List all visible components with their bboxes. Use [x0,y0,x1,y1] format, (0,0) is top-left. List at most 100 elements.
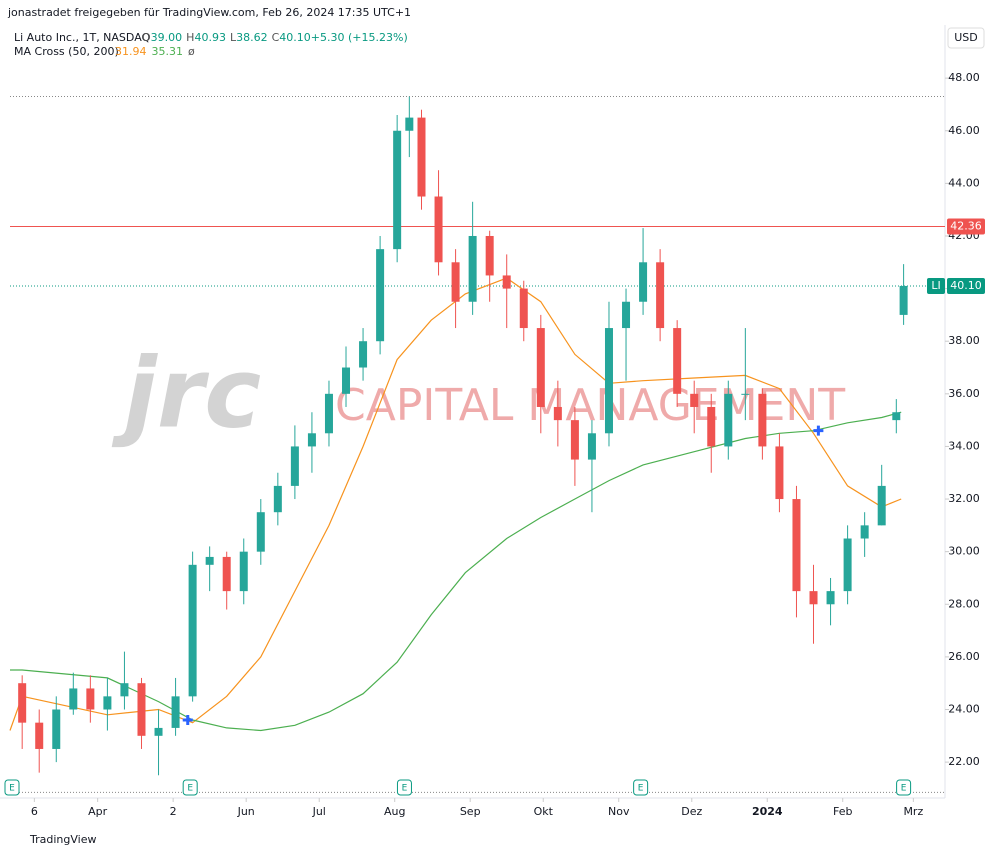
candle-body [604,328,613,434]
y-tick-label: 32.00 [948,492,980,505]
candle-body [18,683,27,723]
candle-body [656,262,665,329]
ohlc-key: C [272,31,280,44]
indicator-value: 35.31 [152,45,184,58]
earnings-label: E [901,784,907,794]
candle-body [843,538,852,592]
earnings-label: E [187,784,193,794]
candle-body [52,709,61,749]
byline: jonastradet freigegeben für TradingView.… [7,6,411,19]
ohlc-key: O [142,31,151,44]
candle-body [120,683,129,697]
candle-body [273,485,282,513]
candle-body [417,117,426,197]
ma-line [9,277,902,731]
ohlc-key: L [230,31,237,44]
candle-body [451,262,460,302]
candle-body [307,433,316,447]
candle-body [290,446,299,486]
x-tick-label: 2024 [752,805,783,818]
indicator: MA Cross (50, 200) [14,45,119,58]
earnings-marker [896,779,912,796]
x-tick-label: Jul [312,805,326,818]
candle-body [376,249,385,342]
ohlc-key: H [186,31,194,44]
ohlc: O39.00 H40.93 L38.62 C40.10+5.30 (+15.23%) [142,31,408,44]
ma-cross [182,715,193,726]
currency[interactable]: USD [954,31,978,44]
watermark-text: CAPITAL MANAGEMENT [335,380,845,431]
y-tick-label: 34.00 [948,439,980,452]
y-tick-label: 48.00 [948,71,980,84]
x-tick-label: Sep [460,805,481,818]
symbol-tag-label: LI [931,279,940,292]
symbol-tag [927,277,945,294]
y-tick-label: 38.00 [948,334,980,347]
candle-body [690,393,699,407]
candle-body [35,722,44,749]
candle-body [222,556,231,592]
candle-body [570,420,579,460]
candle-body [239,551,248,592]
candle-body [256,512,265,552]
indicator-value: ø [188,45,195,58]
x-tick-label: Okt [534,805,554,818]
currency-box[interactable] [947,27,985,49]
x-tick-label: Aug [384,805,405,818]
candle-body [393,130,402,250]
y-tick-label: 24.00 [948,703,980,716]
candle-body [171,696,180,728]
candle-body [724,393,733,447]
earnings-label: E [9,784,15,794]
x-tick-label: Apr [88,805,108,818]
y-tick-label: 44.00 [948,176,980,189]
price-tag [947,277,985,294]
candle-body [758,393,767,447]
candle-body [69,688,78,710]
candle-body [324,393,333,434]
ohlc-value: 38.62 [236,31,268,44]
candle-body [809,591,818,605]
candle-body [154,727,163,736]
candle-body [405,117,414,131]
indicator-values: 31.94 35.31 ø [115,45,195,58]
y-tick-label: 22.00 [948,755,980,768]
candle-body [137,683,146,736]
candle-body [775,446,784,500]
candle-body [877,485,886,526]
ma-cross [813,425,824,436]
x-tick-label: Mrz [903,805,923,818]
earnings-marker [182,779,198,796]
earnings-label: E [638,784,644,794]
candle-body [707,406,716,447]
y-tick-label: 26.00 [948,650,980,663]
candle-body [792,499,801,592]
x-tick-label: Feb [833,805,852,818]
price-tag-label: 42.36 [950,220,982,233]
x-tick-label: 2 [170,805,177,818]
candle-body [434,196,443,263]
ohlc-value: 40.93 [194,31,226,44]
ma-line [10,411,902,732]
x-tick-label: Nov [608,805,630,818]
candle-body [860,525,869,539]
candle-body [342,367,351,394]
candle-body [103,696,112,710]
chart-title: Li Auto Inc., 1T, NASDAQ [14,31,151,44]
y-tick-label: 46.00 [948,124,980,137]
candle-body [536,328,545,407]
y-tick-label: 36.00 [948,387,980,400]
candle-body [519,288,528,329]
candle-body [468,235,477,302]
candle-body [205,556,214,565]
candle-body [86,688,95,710]
candle-body [639,262,648,302]
brand: TradingView [29,833,96,846]
candle-body [502,275,511,289]
earnings-marker [633,779,649,796]
ohlc-value: +5.30 (+15.23%) [311,31,408,44]
candle-body [188,564,197,697]
candle-body [485,235,494,276]
x-tick-label: Jun [237,805,255,818]
x-tick-label: 6 [31,805,38,818]
